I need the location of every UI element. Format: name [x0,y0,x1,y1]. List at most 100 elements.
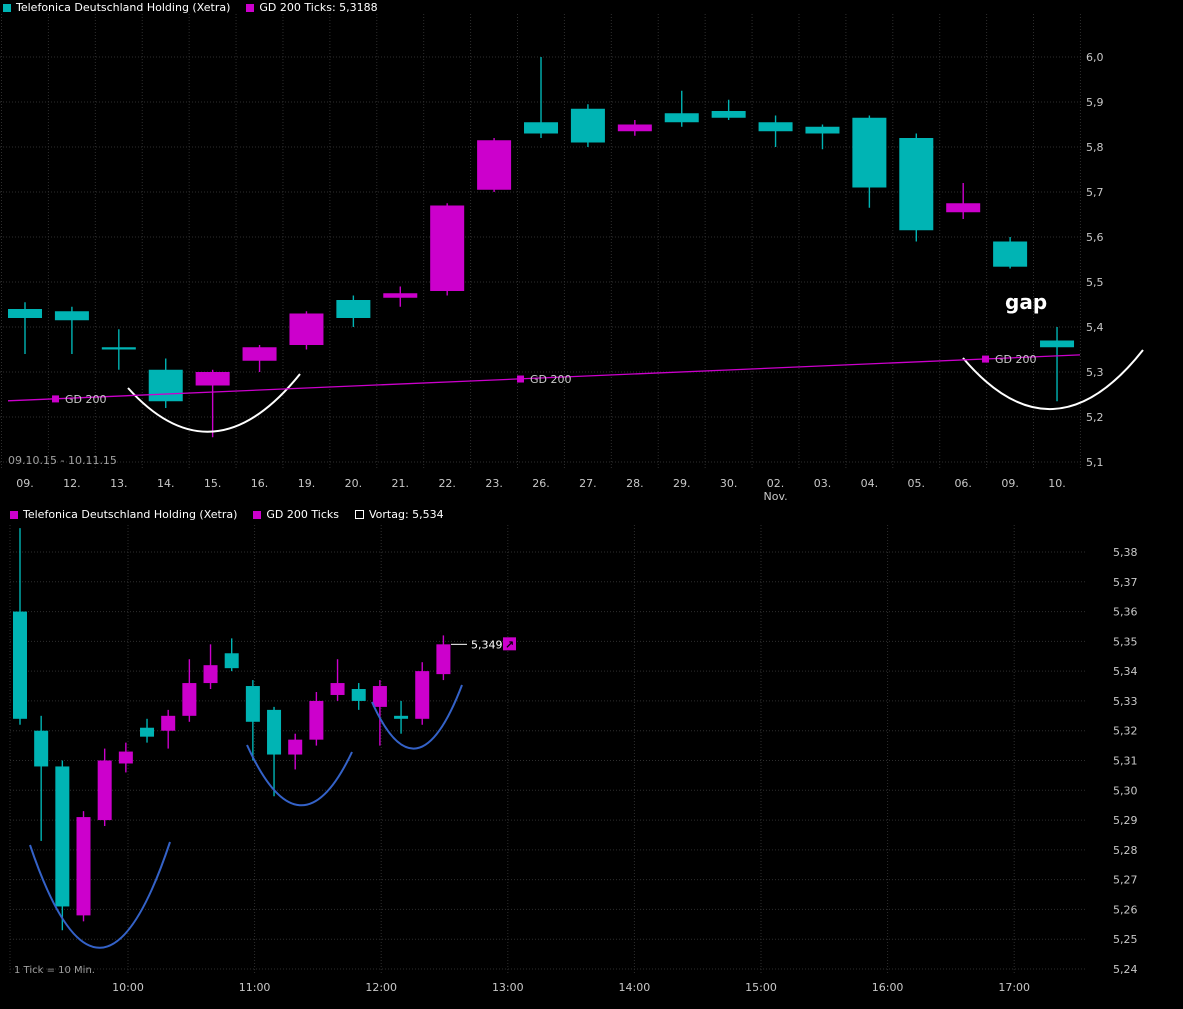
arc-annotation [246,744,353,807]
candle-body [242,347,277,361]
y-axis-label: 5,31 [1113,754,1138,767]
y-axis-label: 5,7 [1086,186,1104,199]
x-axis-label: 27. [579,477,597,490]
x-axis-label: 30. [720,477,738,490]
x-axis-label: 14:00 [619,981,651,994]
candle-body [524,122,559,134]
candle-body [13,611,27,719]
x-axis-label: 09. [1001,477,1019,490]
candle-body [351,689,366,701]
daily-chart-legend: Telefonica Deutschland Holding (Xetra) G… [3,1,394,14]
candle-body [182,683,197,716]
candle-body [289,313,324,345]
y-axis-label: 5,32 [1113,725,1138,738]
candle-body [430,205,465,291]
candle-body [1040,340,1075,348]
y-axis-label: 5,8 [1086,141,1104,154]
x-axis-label: 21. [392,477,410,490]
candle-body [805,126,840,134]
y-axis-label: 5,1 [1086,456,1104,469]
x-axis-label: 12. [63,477,81,490]
x-axis-label: 17:00 [998,981,1030,994]
candle-body [148,369,183,402]
candle-body [946,203,981,213]
x-axis-label: 14. [157,477,175,490]
gd200-marker-label: GD 200 [65,393,107,406]
x-axis-label: 04. [861,477,879,490]
x-axis-month-label: Nov. [763,490,787,503]
arc-annotation [127,373,301,433]
x-axis-label: 03. [814,477,832,490]
period-label: 09.10.15 - 10.11.15 [8,454,117,467]
x-axis-label: 13:00 [492,981,524,994]
candle-body [758,122,793,132]
x-axis-label: 10:00 [112,981,144,994]
x-axis-label: 10. [1048,477,1066,490]
candle-body [288,739,303,755]
y-axis-label: 5,6 [1086,231,1104,244]
x-axis-label: 20. [345,477,363,490]
y-axis-label: 5,27 [1113,874,1138,887]
y-axis-label: 6,0 [1086,51,1104,64]
daily-gd200-legend-entry: GD 200 Ticks: 5,3188 [246,1,378,14]
arc-annotation [962,349,1144,410]
candle-body [118,751,133,764]
instrument-swatch-icon [3,3,11,12]
y-axis-label: 5,4 [1086,321,1104,334]
y-axis-label: 5,2 [1086,411,1104,424]
gd200-swatch-icon [253,510,262,519]
x-axis-label: 22. [438,477,456,490]
candle-body [711,111,746,118]
y-axis-label: 5,35 [1113,635,1138,648]
candle-body [617,124,652,132]
y-axis-label: 5,9 [1086,96,1104,109]
candle-body [330,683,345,695]
gd200-swatch-icon [246,3,255,12]
vortag-legend-entry: Vortag: 5,534 [354,508,444,521]
y-axis-label: 5,38 [1113,546,1138,559]
candle-body [161,715,176,731]
y-axis-label: 5,37 [1113,576,1138,589]
candle-body [54,311,89,321]
intraday-gd200-legend-entry: GD 200 Ticks [253,508,339,521]
daily-instrument-legend-entry: Telefonica Deutschland Holding (Xetra) [3,1,230,14]
x-axis-label: 15:00 [745,981,777,994]
candle-body [336,300,371,318]
candle-body [852,117,887,188]
y-axis-label: 5,28 [1113,844,1138,857]
intraday-chart-legend: Telefonica Deutschland Holding (Xetra) G… [10,508,460,521]
candle-body [97,760,112,821]
last-price-label: 5,349 [471,638,503,651]
instrument-swatch-icon [10,510,18,519]
candle-body [224,653,239,669]
candle-body [993,241,1028,267]
intraday-gd200-label: GD 200 Ticks [266,508,339,521]
vortag-swatch-icon [354,510,364,519]
tick-note: 1 Tick = 10 Min. [14,965,95,976]
x-axis-label: 06. [954,477,972,490]
gd200-marker-icon [517,375,524,383]
gap-annotation: gap [1005,290,1047,314]
candle-body [195,372,230,386]
x-axis-label: 02. [767,477,785,490]
candle-body [477,140,512,190]
x-axis-label: 26. [532,477,550,490]
candle-body [415,671,430,719]
x-axis-label: 11:00 [239,981,271,994]
x-axis-label: 09. [16,477,34,490]
y-axis-label: 5,33 [1113,695,1138,708]
candle-body [372,686,387,707]
candle-body [76,817,91,916]
y-axis-label: 5,3 [1086,366,1104,379]
intraday-instrument-legend-entry: Telefonica Deutschland Holding (Xetra) [10,508,237,521]
candle-body [436,644,451,675]
candle-body [394,715,409,719]
y-axis-label: 5,24 [1113,963,1138,976]
gd200-line [7,354,1081,402]
y-axis-label: 5,30 [1113,784,1138,797]
x-axis-label: 23. [485,477,503,490]
arc-annotation [371,684,463,750]
x-axis-label: 16:00 [872,981,904,994]
x-axis-label: 29. [673,477,691,490]
